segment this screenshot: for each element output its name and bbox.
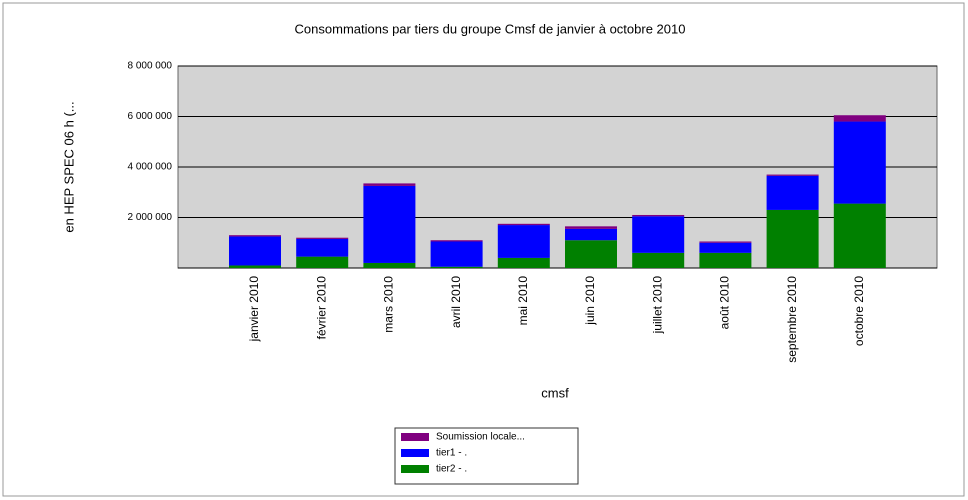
x-tick-label: février 2010 bbox=[314, 276, 328, 340]
bar-segment bbox=[833, 115, 886, 122]
y-tick-label: 6 000 000 bbox=[128, 111, 173, 122]
y-tick-label: 8 000 000 bbox=[128, 61, 173, 72]
y-tick-label: 2 000 000 bbox=[128, 212, 173, 223]
legend-swatch bbox=[401, 433, 429, 441]
bar-segment bbox=[430, 266, 483, 268]
bar-segment bbox=[296, 238, 349, 257]
bar-segment bbox=[833, 203, 886, 268]
x-tick-label: juillet 2010 bbox=[650, 276, 664, 335]
bar-segment bbox=[497, 223, 550, 226]
x-tick-label: janvier 2010 bbox=[247, 276, 261, 343]
legend-swatch bbox=[401, 449, 429, 457]
bar-segment bbox=[497, 225, 550, 258]
bar-segment bbox=[363, 185, 416, 263]
bar-segment bbox=[363, 262, 416, 268]
bar-segment bbox=[229, 236, 281, 266]
bar-segment bbox=[229, 265, 281, 268]
bar-segment bbox=[699, 242, 752, 253]
legend-label: tier2 - . bbox=[436, 464, 467, 475]
legend-label: Soumission locale... bbox=[436, 432, 525, 443]
bar-segment bbox=[632, 252, 685, 268]
bar-segment bbox=[699, 241, 752, 243]
bar-segment bbox=[430, 240, 483, 242]
x-tick-label: juin 2010 bbox=[583, 276, 597, 326]
bar-segment bbox=[363, 183, 416, 186]
bar-segment bbox=[766, 175, 819, 210]
bar-segment bbox=[766, 209, 819, 268]
x-tick-label: mai 2010 bbox=[516, 276, 530, 326]
bar-segment bbox=[296, 256, 349, 268]
x-tick-label: septembre 2010 bbox=[785, 276, 799, 363]
y-axis-label: en HEP SPEC 06 h (... bbox=[61, 101, 76, 232]
bar-segment bbox=[497, 257, 550, 268]
legend-swatch bbox=[401, 465, 429, 473]
chart-title: Consommations par tiers du groupe Cmsf d… bbox=[295, 21, 686, 36]
bar-segment bbox=[699, 252, 752, 268]
bar-segment bbox=[296, 237, 349, 239]
bar-segment bbox=[632, 216, 685, 253]
x-axis-label: cmsf bbox=[541, 385, 569, 400]
y-tick-label: 4 000 000 bbox=[128, 162, 173, 173]
x-tick-label: mars 2010 bbox=[382, 276, 396, 333]
legend-label: tier1 - . bbox=[436, 448, 467, 459]
bar-segment bbox=[632, 214, 685, 217]
bar-segment bbox=[229, 235, 281, 237]
x-tick-label: octobre 2010 bbox=[852, 276, 866, 346]
bar-segment bbox=[565, 240, 617, 268]
bar-segment bbox=[565, 226, 617, 229]
bar-segment bbox=[430, 241, 483, 267]
x-tick-label: août 2010 bbox=[718, 276, 732, 330]
bar-segment bbox=[766, 174, 819, 176]
bar-segment bbox=[833, 121, 886, 204]
bar-segment bbox=[565, 228, 617, 241]
x-tick-label: avril 2010 bbox=[449, 276, 463, 328]
